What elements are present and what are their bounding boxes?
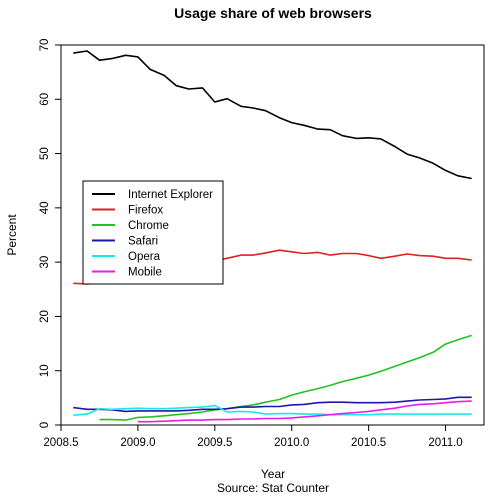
legend-label-safari: Safari [128, 236, 158, 248]
series-line-mobile [137, 400, 472, 423]
x-axis: 2008.5 2009.0 2009.5 2010.0 2010.5 2011.0 [43, 425, 463, 449]
legend-label-opera: Opera [128, 251, 161, 263]
x-axis-label: Year [261, 467, 285, 481]
y-tick-label-10: 10 [39, 364, 51, 377]
x-tick-label-2009.0: 2009.0 [120, 437, 155, 449]
legend: Internet Explorer Firefox Chrome Safari Oper… [82, 180, 224, 285]
y-tick-label-0: 0 [39, 422, 51, 428]
y-tick-label-50: 50 [39, 147, 51, 160]
legend-box [82, 180, 224, 285]
y-tick-label-30: 30 [39, 256, 51, 269]
x-tick-label-2009.5: 2009.5 [197, 437, 232, 449]
legend-label-chrome: Chrome [128, 220, 169, 232]
y-tick-label-40: 40 [39, 201, 51, 214]
y-tick-label-20: 20 [39, 310, 51, 323]
x-tick-label-2010.0: 2010.0 [274, 437, 309, 449]
series-line-chrome [99, 334, 472, 421]
series-line-safari [73, 396, 472, 413]
legend-label-firefox: Firefox [128, 205, 163, 217]
series-line-internet-explorer [73, 50, 472, 180]
x-tick-label-2008.5: 2008.5 [43, 437, 78, 449]
y-tick-label-70: 70 [39, 39, 51, 52]
y-axis-label: Percent [5, 214, 19, 256]
x-tick-label-2011.0: 2011.0 [428, 437, 462, 449]
y-tick-label-60: 60 [39, 93, 51, 106]
chart-title: Usage share of web browsers [174, 5, 372, 21]
plot-frame [60, 44, 485, 426]
series-line-opera [73, 404, 472, 416]
x-tick-label-2010.5: 2010.5 [351, 437, 386, 449]
legend-label-internet-explorer: Internet Explorer [128, 189, 213, 201]
legend-label-mobile: Mobile [128, 267, 162, 279]
source-label: Source: Stat Counter [217, 481, 329, 495]
y-axis: 0 10 20 30 40 50 60 70 [39, 39, 61, 428]
